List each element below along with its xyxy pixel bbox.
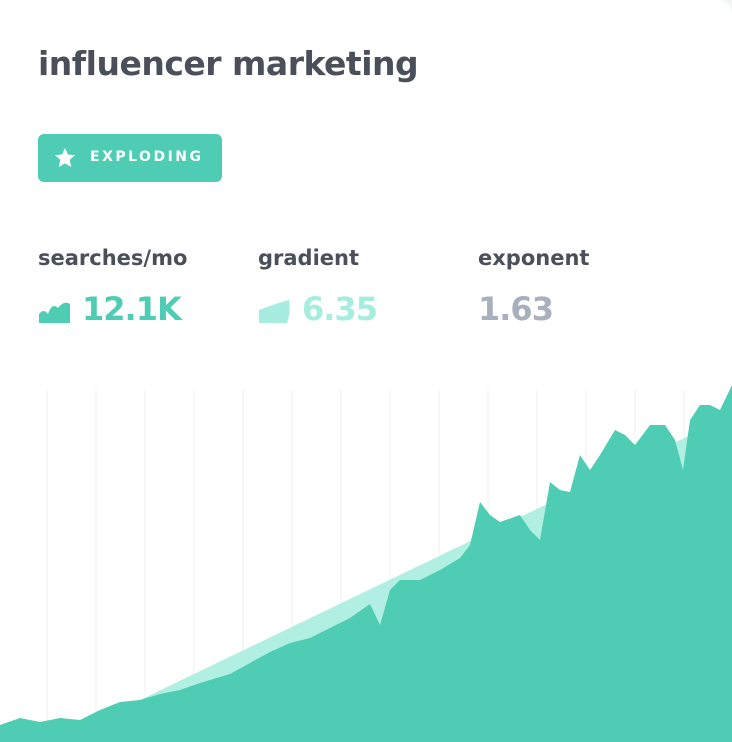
title: influencer marketing (38, 44, 419, 83)
metric-icon (39, 302, 70, 323)
metric-label: searches/mo (38, 246, 188, 270)
metric-icon (259, 300, 290, 323)
metric-label: gradient (258, 246, 360, 270)
badge-text: EXPLODING (90, 149, 204, 165)
badge: EXPLODING (38, 134, 222, 182)
star-icon (54, 147, 76, 167)
metric-value: 12.1K (82, 290, 182, 328)
metric: searches/mo 12.1K (38, 246, 188, 328)
metric: exponent 1.63 (478, 246, 590, 328)
metric-label: exponent (478, 246, 590, 270)
metric-value: 6.35 (302, 290, 378, 328)
area (0, 385, 732, 742)
metric-value: 1.63 (478, 290, 554, 328)
chart (0, 385, 732, 742)
metric: gradient 6.35 (258, 246, 378, 328)
